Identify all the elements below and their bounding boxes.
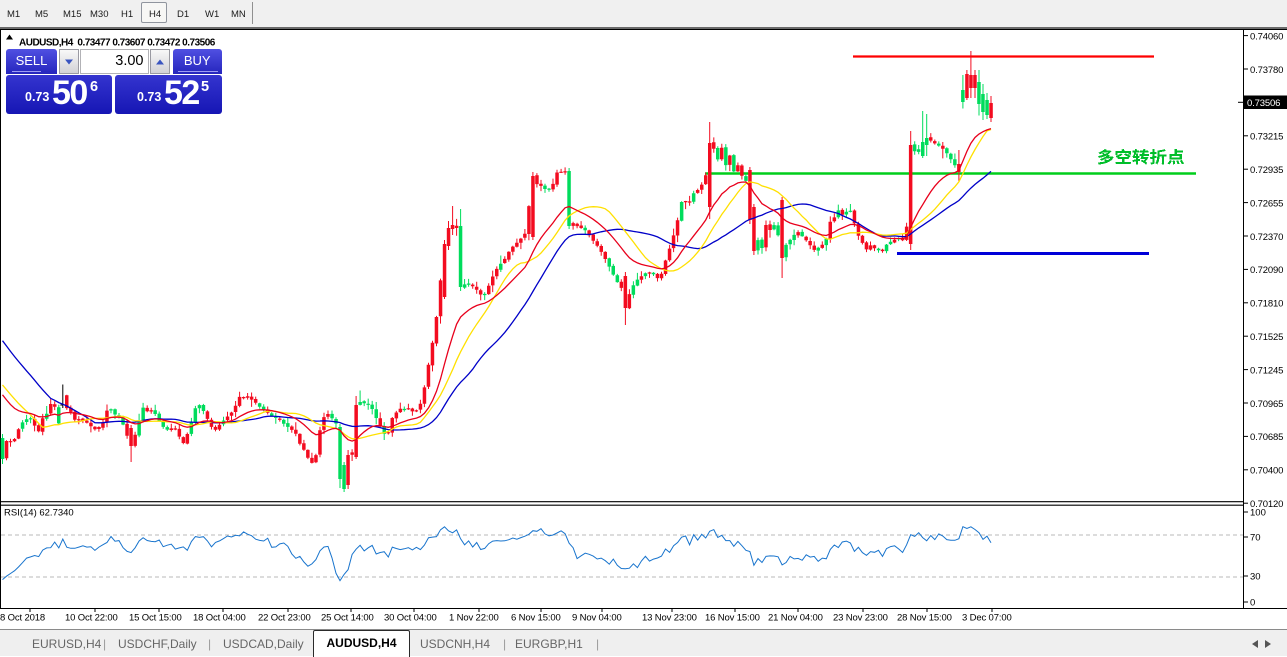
svg-text:30: 30	[1250, 572, 1261, 583]
svg-text:8 Oct 2018: 8 Oct 2018	[0, 613, 45, 624]
svg-text:18 Oct 04:00: 18 Oct 04:00	[193, 613, 246, 624]
svg-text:70: 70	[1250, 533, 1261, 544]
svg-text:10 Oct 22:00: 10 Oct 22:00	[65, 613, 118, 624]
svg-text:0: 0	[1250, 598, 1255, 609]
svg-text:RSI(14) 62.7340: RSI(14) 62.7340	[4, 508, 74, 519]
svg-text:0.71810: 0.71810	[1250, 299, 1283, 310]
svg-text:0.72935: 0.72935	[1250, 165, 1283, 176]
svg-text:23 Nov 23:00: 23 Nov 23:00	[833, 613, 888, 624]
svg-text:0.70685: 0.70685	[1250, 432, 1283, 443]
svg-text:0.73215: 0.73215	[1250, 132, 1283, 143]
svg-text:16 Nov 15:00: 16 Nov 15:00	[705, 613, 760, 624]
svg-text:30 Oct 04:00: 30 Oct 04:00	[384, 613, 437, 624]
svg-text:0.74060: 0.74060	[1250, 31, 1283, 42]
svg-text:0.72655: 0.72655	[1250, 198, 1283, 209]
svg-text:0.73506: 0.73506	[1247, 98, 1280, 109]
svg-text:AUDUSD,H4 0.73477 0.73607 0.7: AUDUSD,H4 0.73477 0.73607 0.73472 0.7350…	[19, 38, 216, 49]
svg-text:21 Nov 04:00: 21 Nov 04:00	[768, 613, 823, 624]
svg-text:0.70965: 0.70965	[1250, 399, 1283, 410]
svg-text:0.70400: 0.70400	[1250, 466, 1283, 477]
svg-text:0.71525: 0.71525	[1250, 332, 1283, 343]
svg-text:0.73780: 0.73780	[1250, 65, 1283, 76]
svg-text:0.72370: 0.72370	[1250, 232, 1283, 243]
svg-text:28 Nov 15:00: 28 Nov 15:00	[897, 613, 952, 624]
svg-text:0.71245: 0.71245	[1250, 365, 1283, 376]
svg-text:1 Nov 22:00: 1 Nov 22:00	[449, 613, 499, 624]
svg-text:22 Oct 23:00: 22 Oct 23:00	[258, 613, 311, 624]
svg-text:13 Nov 23:00: 13 Nov 23:00	[642, 613, 697, 624]
svg-text:0.72090: 0.72090	[1250, 265, 1283, 276]
svg-text:0.70120: 0.70120	[1250, 499, 1283, 510]
svg-text:9 Nov 04:00: 9 Nov 04:00	[572, 613, 622, 624]
svg-text:100: 100	[1250, 508, 1266, 519]
svg-text:25 Oct 14:00: 25 Oct 14:00	[321, 613, 374, 624]
svg-text:3 Dec 07:00: 3 Dec 07:00	[962, 613, 1012, 624]
svg-text:6 Nov 15:00: 6 Nov 15:00	[511, 613, 561, 624]
svg-text:15 Oct 15:00: 15 Oct 15:00	[129, 613, 182, 624]
